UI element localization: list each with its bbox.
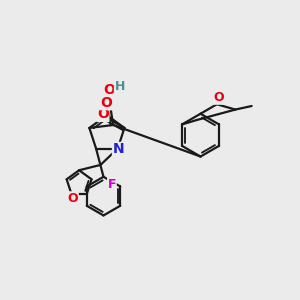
- Text: O: O: [68, 192, 78, 205]
- Text: O: O: [213, 91, 224, 104]
- Text: N: N: [112, 142, 124, 157]
- Text: O: O: [101, 96, 112, 110]
- Text: H: H: [115, 80, 125, 93]
- Text: O: O: [103, 83, 115, 97]
- Text: O: O: [97, 107, 109, 122]
- Text: F: F: [108, 178, 116, 190]
